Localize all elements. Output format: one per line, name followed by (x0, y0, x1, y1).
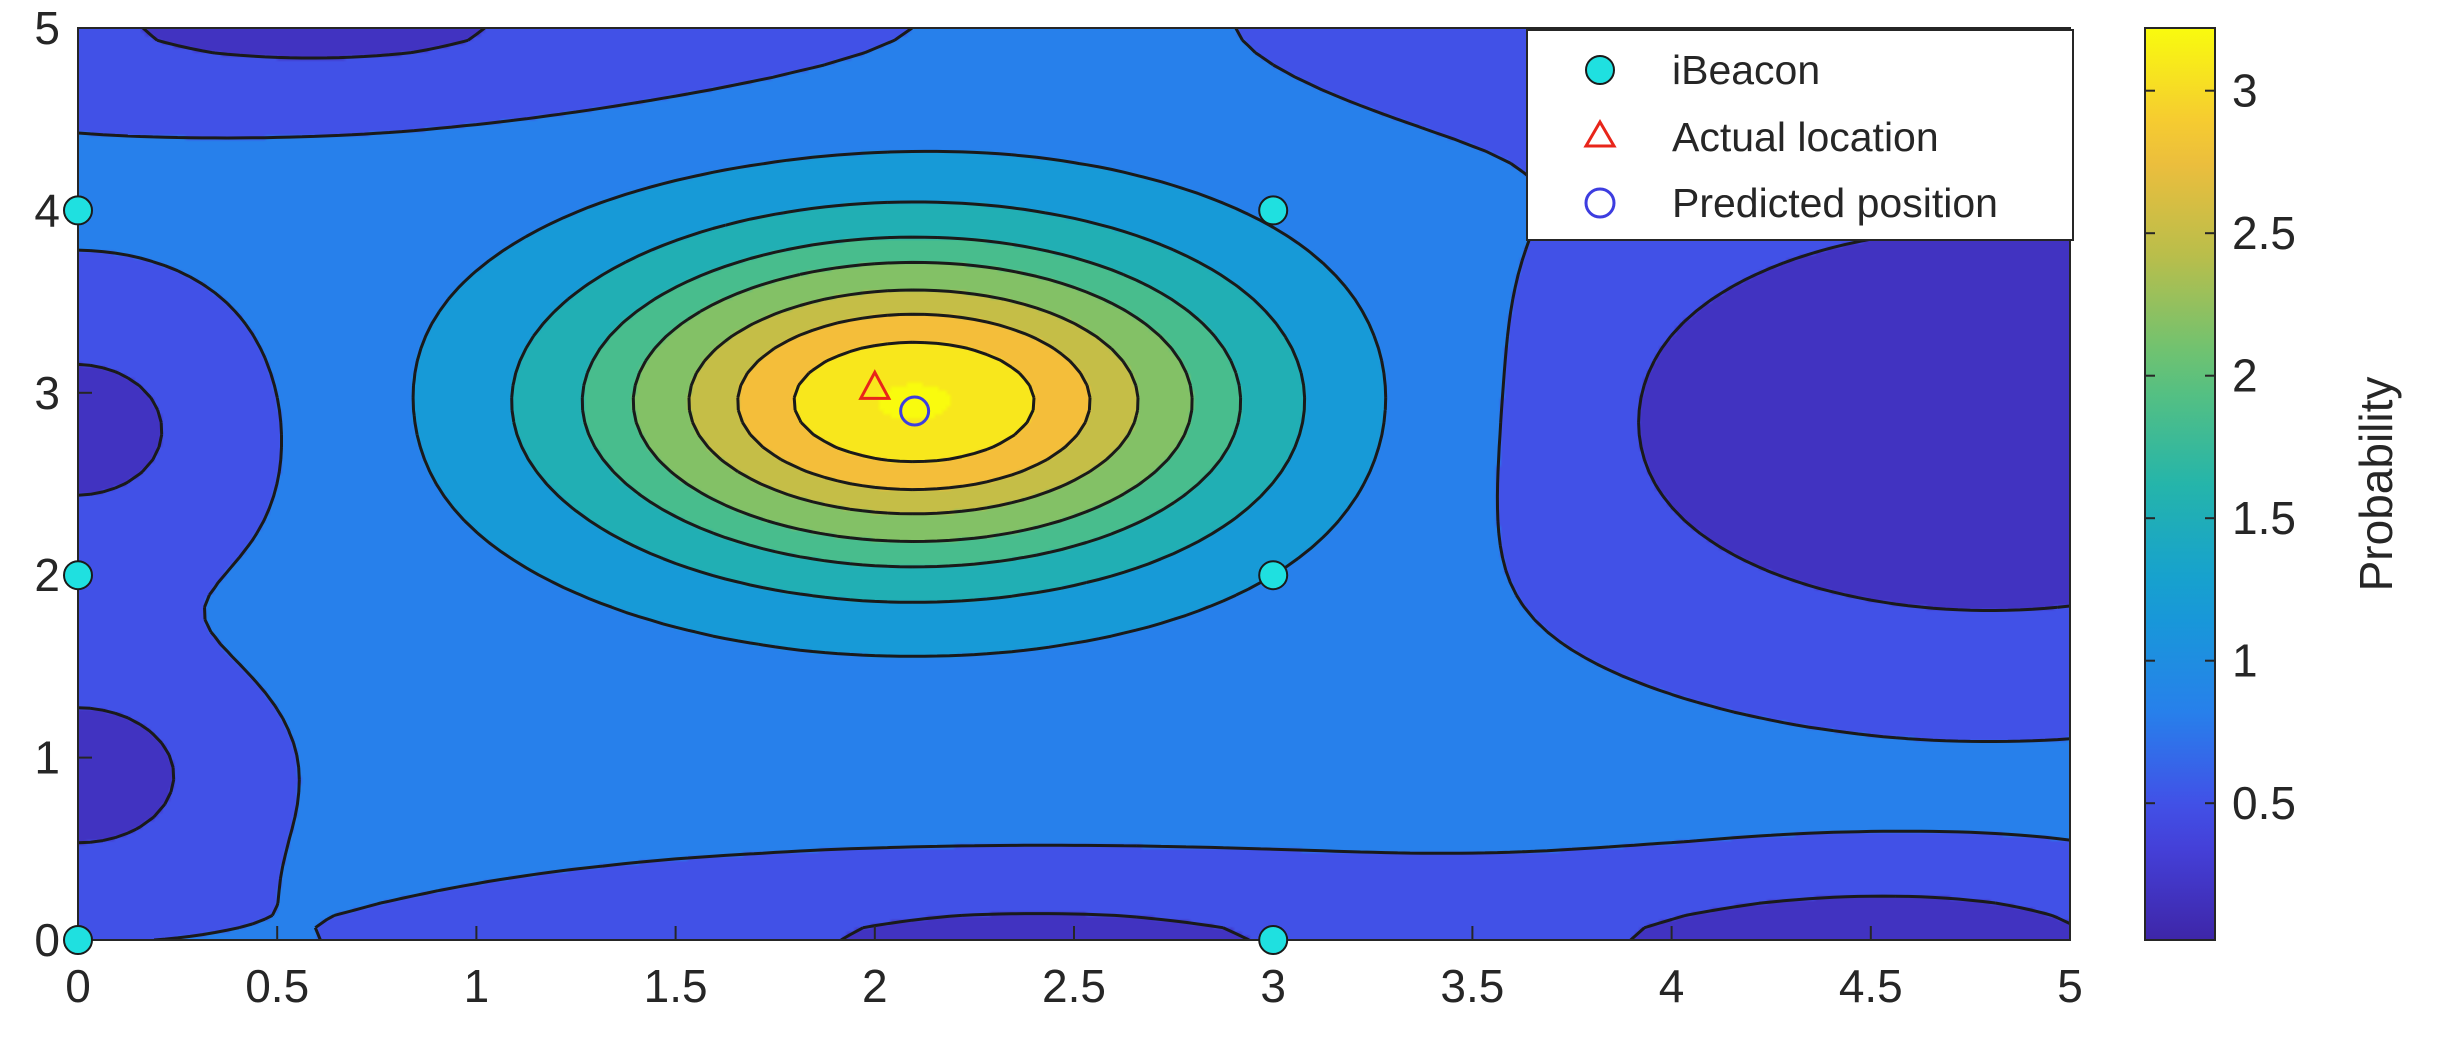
contour-lines (78, 28, 2070, 940)
ibeacon-marker (1258, 195, 1289, 226)
x-tick-label: 4.5 (1839, 960, 1903, 1012)
y-tick-label: 0 (34, 914, 60, 966)
x-tick-label: 5 (2057, 960, 2083, 1012)
colorbar-fill (2145, 28, 2215, 940)
y-tick-label: 3 (34, 367, 60, 419)
colorbar-frame (2144, 27, 2216, 941)
colorbar-tick-label: 0.5 (2232, 777, 2296, 829)
actual-location-marker (858, 369, 892, 400)
colorbar: 0.5 1 1.5 2 2.5 3 Probability (2144, 27, 2402, 941)
y-tick-label: 1 (34, 732, 60, 784)
x-tick-label: 2.5 (1042, 960, 1106, 1012)
contour-line-level-9 (792, 340, 1036, 464)
legend-marker-predicted-position (1584, 187, 1616, 219)
x-tick-label: 0 (65, 960, 91, 1012)
x-axis-ticks: 0 0.5 1 1.5 2 2.5 3 3.5 4 4.5 5 (65, 926, 2083, 1012)
ibeacon-marker (1258, 560, 1289, 591)
x-tick-label: 3 (1260, 960, 1286, 1012)
contour-line-level-3 (411, 149, 1388, 658)
contour-line-level-4 (510, 200, 1307, 604)
legend-marker-ibeacon (1585, 55, 1615, 85)
legend-label-ibeacon: iBeacon (1672, 47, 1820, 93)
colorbar-label: Probability (2350, 377, 2402, 592)
x-tick-label: 2 (862, 960, 888, 1012)
ibeacon-marker (1258, 925, 1289, 955)
ibeacon-marker (63, 195, 93, 226)
x-tick-label: 1.5 (644, 960, 708, 1012)
legend-box (1526, 29, 2074, 241)
y-tick-label: 4 (34, 184, 60, 236)
contour-line-level-1 (78, 28, 2070, 940)
contour-line-level-6 (631, 260, 1194, 543)
x-tick-label: 1 (464, 960, 490, 1012)
colorbar-tick-label: 3 (2232, 65, 2258, 117)
legend-label-predicted-position: Predicted position (1672, 180, 1998, 226)
contour-line-level-5 (580, 235, 1243, 569)
colorbar-tick-label: 2.5 (2232, 207, 2296, 259)
colorbar-tick-label: 2 (2232, 350, 2258, 402)
contour-line-level-7 (687, 288, 1140, 516)
x-tick-label: 4 (1659, 960, 1685, 1012)
x-tick-label: 0.5 (245, 960, 309, 1012)
ibeacon-marker (63, 925, 93, 955)
colorbar-tick-label: 1 (2232, 635, 2258, 687)
contour-line-level-8 (736, 312, 1092, 492)
colorbar-ticks: 0.5 1 1.5 2 2.5 3 (2145, 65, 2296, 829)
data-markers (63, 195, 1289, 955)
legend: iBeacon Actual location Predicted positi… (1526, 29, 2074, 241)
predicted-position-marker (899, 395, 931, 427)
y-tick-label: 2 (34, 549, 60, 601)
ibeacon-marker (63, 560, 93, 591)
legend-marker-actual-location (1583, 119, 1617, 148)
y-tick-label: 5 (34, 2, 60, 54)
colorbar-tick-label: 1.5 (2232, 492, 2296, 544)
legend-label-actual-location: Actual location (1672, 114, 1939, 160)
x-tick-label: 3.5 (1440, 960, 1504, 1012)
